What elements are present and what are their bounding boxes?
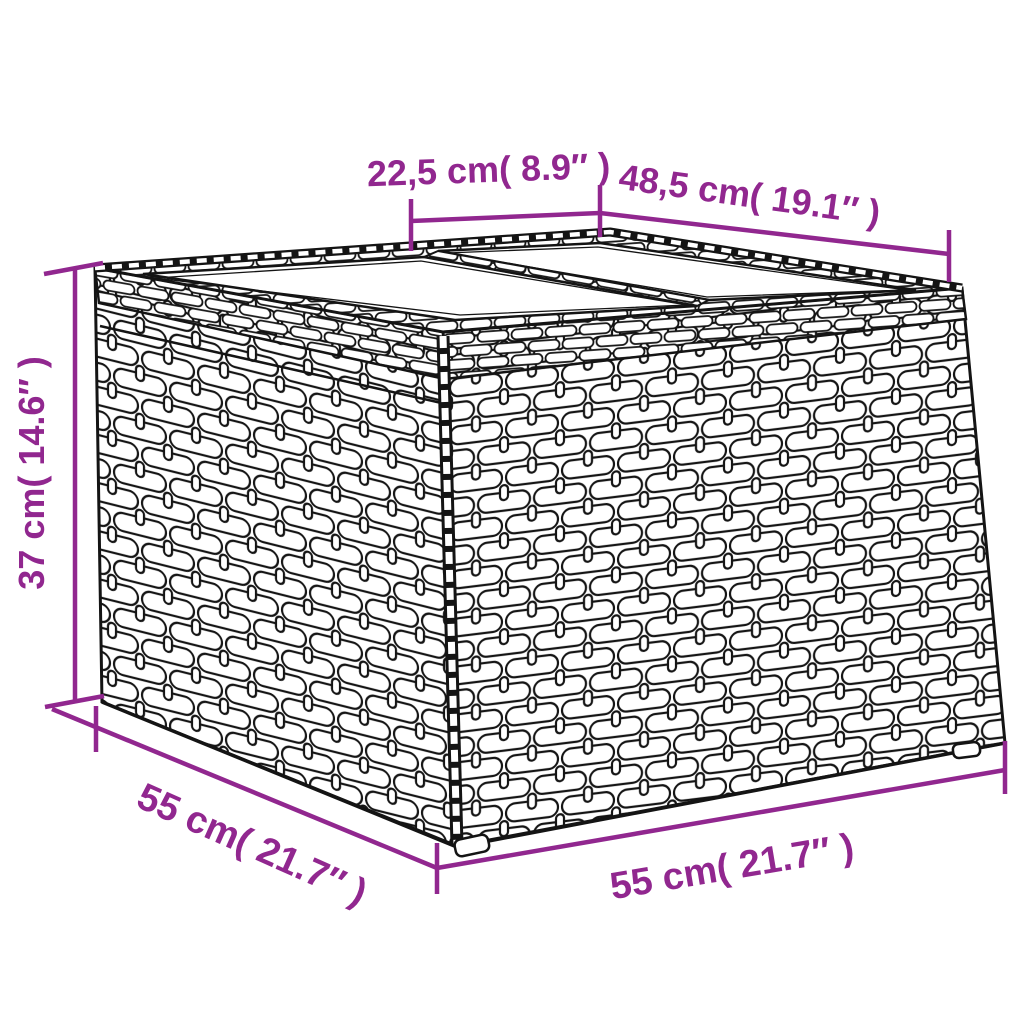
dimension-line-width [436, 741, 1008, 871]
band-seam-line [99, 324, 447, 406]
dimension-line-glass-panel-length [599, 210, 952, 282]
label-glass-panel-width: 22,5 cm( 8.9″ ) [366, 145, 611, 194]
dimension-line-depth [51, 706, 440, 894]
table-right-face [441, 286, 1007, 848]
label-height: 37 cm( 14.6″ ) [11, 356, 52, 589]
glass-divider-strip [420, 249, 713, 308]
dimension-line-height [43, 260, 105, 710]
wicker-table-illustration [93, 227, 1007, 858]
dimension-lines [43, 185, 1008, 894]
dimension-line-glass-panel-width [408, 185, 603, 251]
front-corner-post-highlight [439, 335, 461, 846]
glass-panel-right-inner-edge [446, 246, 907, 298]
back-rim-braid-highlight [94, 229, 963, 291]
label-width: 55 cm( 21.7″ ) [607, 826, 857, 908]
table-foot-front [453, 833, 491, 858]
table-foot-right [951, 740, 982, 760]
